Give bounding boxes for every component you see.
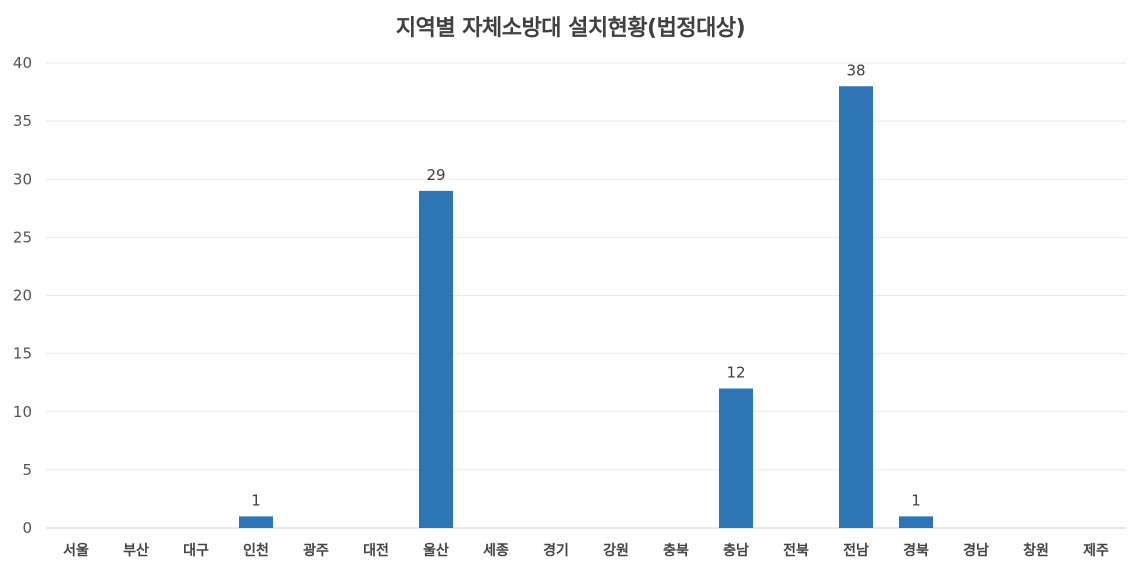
chart-title: 지역별 자체소방대 설치현황(법정대상) — [395, 16, 746, 41]
x-tick-label-충북: 충북 — [663, 543, 689, 559]
data-label-울산: 29 — [426, 166, 445, 184]
x-tick-label-강원: 강원 — [603, 542, 629, 559]
data-label-충남: 12 — [726, 364, 745, 382]
y-tick-label: 40 — [13, 54, 32, 72]
data-labels: 1 29 12 38 1 — [251, 61, 921, 509]
bar-경북 — [899, 516, 933, 528]
y-tick-label: 30 — [13, 170, 32, 188]
x-tick-label-제주: 제주 — [1083, 543, 1109, 559]
bars — [239, 86, 933, 528]
x-tick-label-대전: 대전 — [363, 542, 389, 559]
bar-인천 — [239, 516, 273, 528]
x-tick-label-인천: 인천 — [243, 542, 269, 559]
x-tick-label-경남: 경남 — [963, 542, 989, 559]
y-tick-label: 25 — [13, 228, 32, 246]
gridlines — [46, 62, 1126, 529]
x-tick-label-광주: 광주 — [303, 542, 329, 559]
y-axis-ticks: 0 5 10 15 20 25 30 35 40 — [13, 54, 32, 537]
x-tick-label-대구: 대구 — [183, 543, 209, 559]
bar-울산 — [419, 190, 453, 528]
x-tick-label-경북: 경북 — [903, 542, 929, 559]
y-tick-label: 0 — [22, 519, 32, 537]
y-tick-label: 10 — [13, 403, 32, 421]
x-tick-label-부산: 부산 — [123, 542, 149, 559]
y-tick-label: 20 — [13, 287, 32, 305]
x-tick-label-울산: 울산 — [423, 542, 449, 559]
x-tick-label-창원: 창원 — [1023, 542, 1049, 559]
y-tick-label: 5 — [22, 461, 32, 479]
y-tick-label: 15 — [13, 345, 32, 363]
bar-충남 — [719, 388, 753, 528]
x-tick-label-서울: 서울 — [63, 542, 89, 559]
x-axis-ticks: 서울 부산 대구 인천 광주 대전 울산 세종 경기 강원 충북 충남 전북 전남 경북 경남 창원 제주 — [63, 542, 1109, 559]
x-tick-label-충남: 충남 — [723, 542, 749, 559]
x-tick-label-경기: 경기 — [543, 542, 569, 559]
bar-전남 — [839, 86, 873, 528]
data-label-전남: 38 — [846, 61, 865, 79]
x-tick-label-전북: 전북 — [783, 542, 809, 559]
data-label-인천: 1 — [251, 491, 261, 509]
x-tick-label-세종: 세종 — [483, 543, 509, 559]
x-tick-label-전남: 전남 — [843, 542, 869, 559]
y-tick-label: 35 — [13, 112, 32, 130]
data-label-경북: 1 — [911, 491, 921, 509]
